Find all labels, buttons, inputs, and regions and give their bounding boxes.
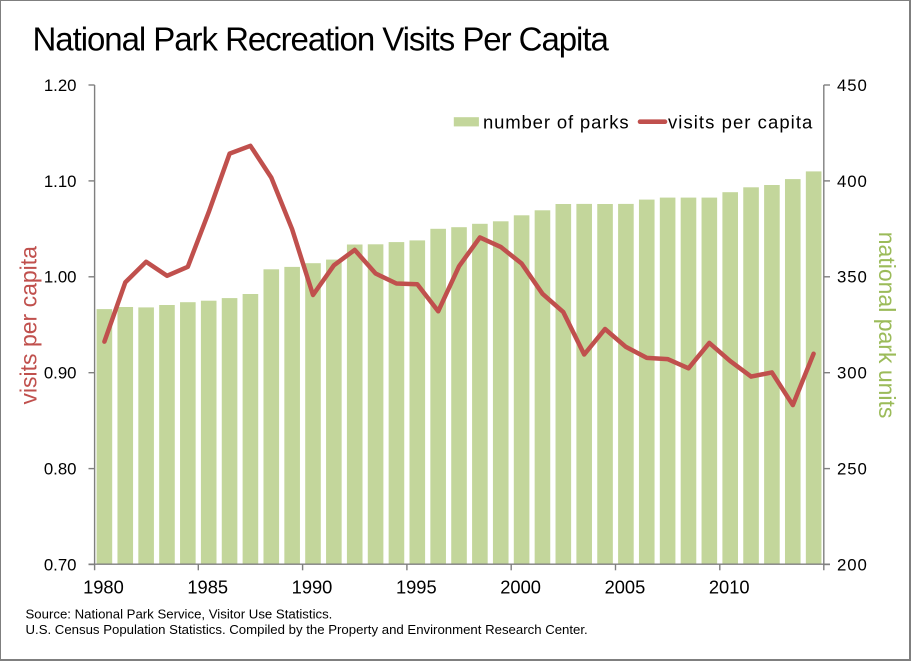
svg-text:250: 250 — [837, 460, 868, 479]
svg-text:1995: 1995 — [396, 577, 437, 598]
svg-text:1.20: 1.20 — [44, 76, 77, 95]
svg-text:Source: National Park Service,: Source: National Park Service, Visitor U… — [26, 606, 333, 621]
svg-text:1.00: 1.00 — [44, 268, 77, 287]
svg-text:300: 300 — [837, 364, 868, 383]
svg-text:1990: 1990 — [292, 577, 333, 598]
svg-text:350: 350 — [837, 268, 868, 287]
svg-text:1.10: 1.10 — [44, 172, 77, 191]
svg-text:0.90: 0.90 — [44, 364, 77, 383]
svg-text:2005: 2005 — [605, 577, 646, 598]
svg-text:national park units: national park units — [874, 232, 900, 419]
svg-text:number of parks: number of parks — [483, 112, 629, 133]
svg-text:1980: 1980 — [83, 577, 124, 598]
svg-text:National Park Recreation Visit: National Park Recreation Visits Per Capi… — [33, 21, 610, 58]
svg-text:1985: 1985 — [187, 577, 228, 598]
svg-text:400: 400 — [837, 172, 868, 191]
svg-text:0.70: 0.70 — [44, 555, 77, 574]
svg-text:200: 200 — [837, 555, 868, 574]
svg-text:450: 450 — [837, 76, 868, 95]
svg-text:0.80: 0.80 — [44, 460, 77, 479]
svg-text:visits per capita: visits per capita — [668, 112, 813, 133]
svg-text:2010: 2010 — [709, 577, 750, 598]
svg-text:2000: 2000 — [500, 577, 541, 598]
svg-text:visits per capita: visits per capita — [16, 246, 42, 405]
svg-text:U.S. Census Population Statist: U.S. Census Population Statistics. Compi… — [26, 622, 588, 637]
